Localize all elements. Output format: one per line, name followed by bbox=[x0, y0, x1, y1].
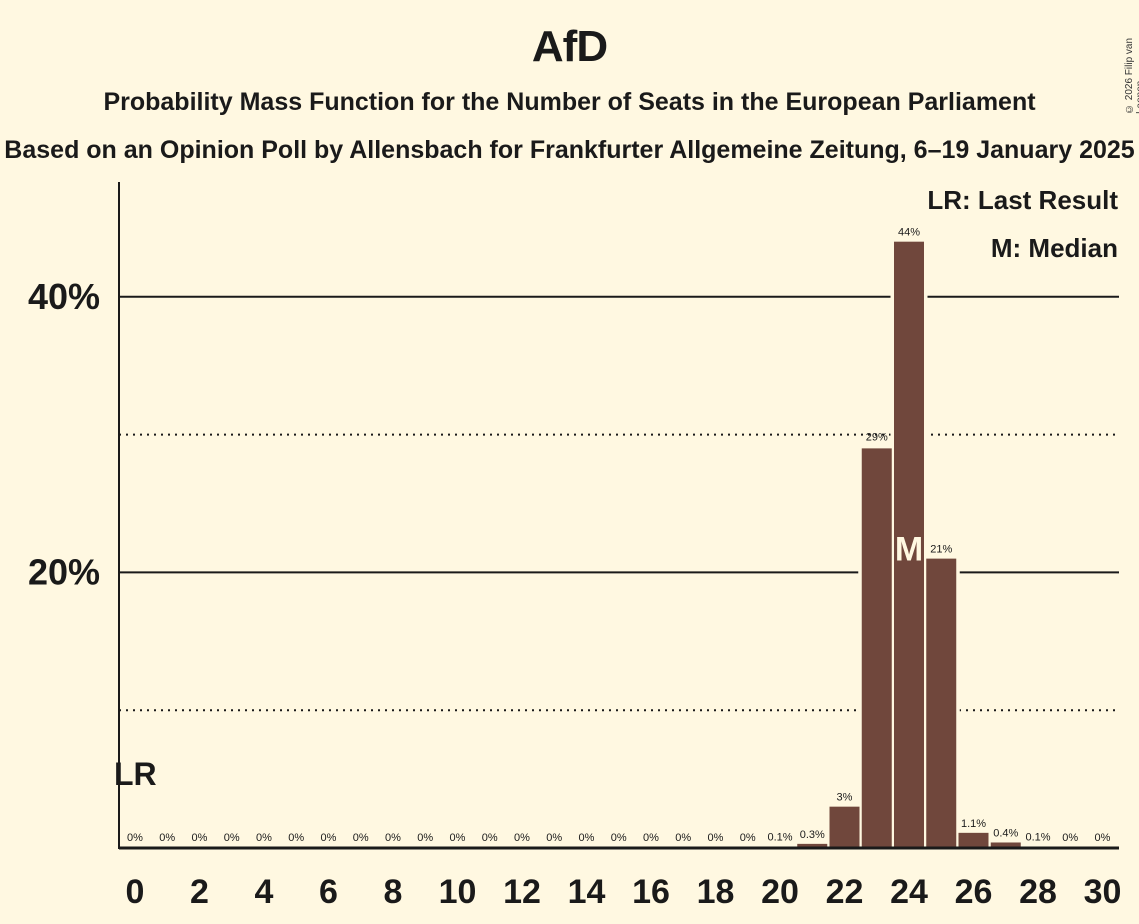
bar-value-label: 0% bbox=[417, 832, 433, 844]
x-tick-label: 2 bbox=[190, 873, 209, 911]
x-tick-label: 20 bbox=[761, 873, 799, 911]
x-tick-label: 0 bbox=[126, 873, 145, 911]
bar-value-label: 0% bbox=[579, 832, 595, 844]
axes: 20%40%0 2 4 6 8 10 12 14 16 18 20 22 24 26 28 30 bbox=[28, 182, 1121, 911]
bar-value-label: 21% bbox=[930, 544, 952, 556]
bars: 0% 0% 0% 0% 0% 0% 0% 0% 0% 0% 0% 0% 0% 0% 0% 0% 0% 0% 0% 0%… bbox=[114, 227, 1111, 848]
bar-value-label: 0% bbox=[675, 832, 691, 844]
bar-value-label: 0% bbox=[353, 832, 369, 844]
bar-value-label: 0% bbox=[514, 832, 530, 844]
bar-value-label: 0% bbox=[611, 832, 627, 844]
bar-value-label: 0% bbox=[1062, 832, 1078, 844]
bar-seat-26 bbox=[958, 832, 989, 848]
bar-seat-27 bbox=[990, 842, 1021, 848]
gridlines bbox=[119, 295, 1119, 712]
x-tick-label: 28 bbox=[1019, 873, 1057, 911]
bar-value-label: 0% bbox=[224, 832, 240, 844]
bar-value-label: 0% bbox=[482, 832, 498, 844]
x-tick-label: 6 bbox=[319, 873, 338, 911]
bar-seat-25 bbox=[926, 558, 957, 848]
x-tick-label: 22 bbox=[826, 873, 864, 911]
bar-value-label: 0% bbox=[740, 832, 756, 844]
y-tick-label: 40% bbox=[28, 276, 100, 317]
x-tick-label: 18 bbox=[697, 873, 735, 911]
bar-seat-24 bbox=[894, 241, 924, 848]
bar-value-label: 0% bbox=[288, 832, 304, 844]
x-tick-label: 16 bbox=[632, 873, 670, 911]
bar-value-label: 3% bbox=[837, 792, 853, 804]
bar-value-label: 0% bbox=[256, 832, 272, 844]
x-tick-label: 26 bbox=[955, 873, 993, 911]
legend-median: M: Median bbox=[990, 233, 1118, 263]
bar-value-label: 0% bbox=[127, 832, 143, 844]
bar-value-label: 0% bbox=[1095, 832, 1111, 844]
bar-value-label: 0% bbox=[159, 832, 175, 844]
bar-value-label: 0.4% bbox=[993, 827, 1018, 839]
bar-seat-21 bbox=[797, 843, 828, 848]
bar-value-label: 1.1% bbox=[961, 818, 986, 830]
bar-seat-22 bbox=[829, 806, 860, 848]
chart-source-subtitle: Based on an Opinion Poll by Allensbach f… bbox=[4, 136, 1135, 164]
median-marker: M bbox=[895, 530, 923, 568]
x-tick-label: 14 bbox=[568, 873, 606, 911]
x-tick-label: 8 bbox=[384, 873, 403, 911]
legend-last-result: LR: Last Result bbox=[927, 185, 1118, 215]
bar-value-label: 0.1% bbox=[1025, 832, 1050, 844]
bar-value-label: 0% bbox=[708, 832, 724, 844]
bar-seat-23 bbox=[861, 448, 892, 848]
x-tick-label: 30 bbox=[1084, 873, 1122, 911]
bar-value-label: 0% bbox=[385, 832, 401, 844]
chart-subtitle: Probability Mass Function for the Number… bbox=[103, 88, 1036, 116]
bar-value-label: 0.3% bbox=[800, 829, 825, 841]
bar-value-label: 0% bbox=[321, 832, 337, 844]
y-tick-label: 20% bbox=[28, 551, 100, 592]
chart-title: AfD bbox=[531, 22, 608, 71]
bar-value-label: 0% bbox=[450, 832, 466, 844]
x-tick-label: 12 bbox=[503, 873, 541, 911]
x-tick-label: 24 bbox=[890, 873, 928, 911]
bar-value-label: 0% bbox=[192, 832, 208, 844]
last-result-marker: LR bbox=[114, 756, 157, 792]
x-tick-label: 10 bbox=[439, 873, 477, 911]
bar-value-label: 0.1% bbox=[767, 832, 792, 844]
bar-value-label: 29% bbox=[866, 431, 888, 443]
bar-value-label: 44% bbox=[898, 227, 920, 239]
bar-value-label: 0% bbox=[643, 832, 659, 844]
bar-value-label: 0% bbox=[546, 832, 562, 844]
x-tick-label: 4 bbox=[255, 873, 274, 911]
